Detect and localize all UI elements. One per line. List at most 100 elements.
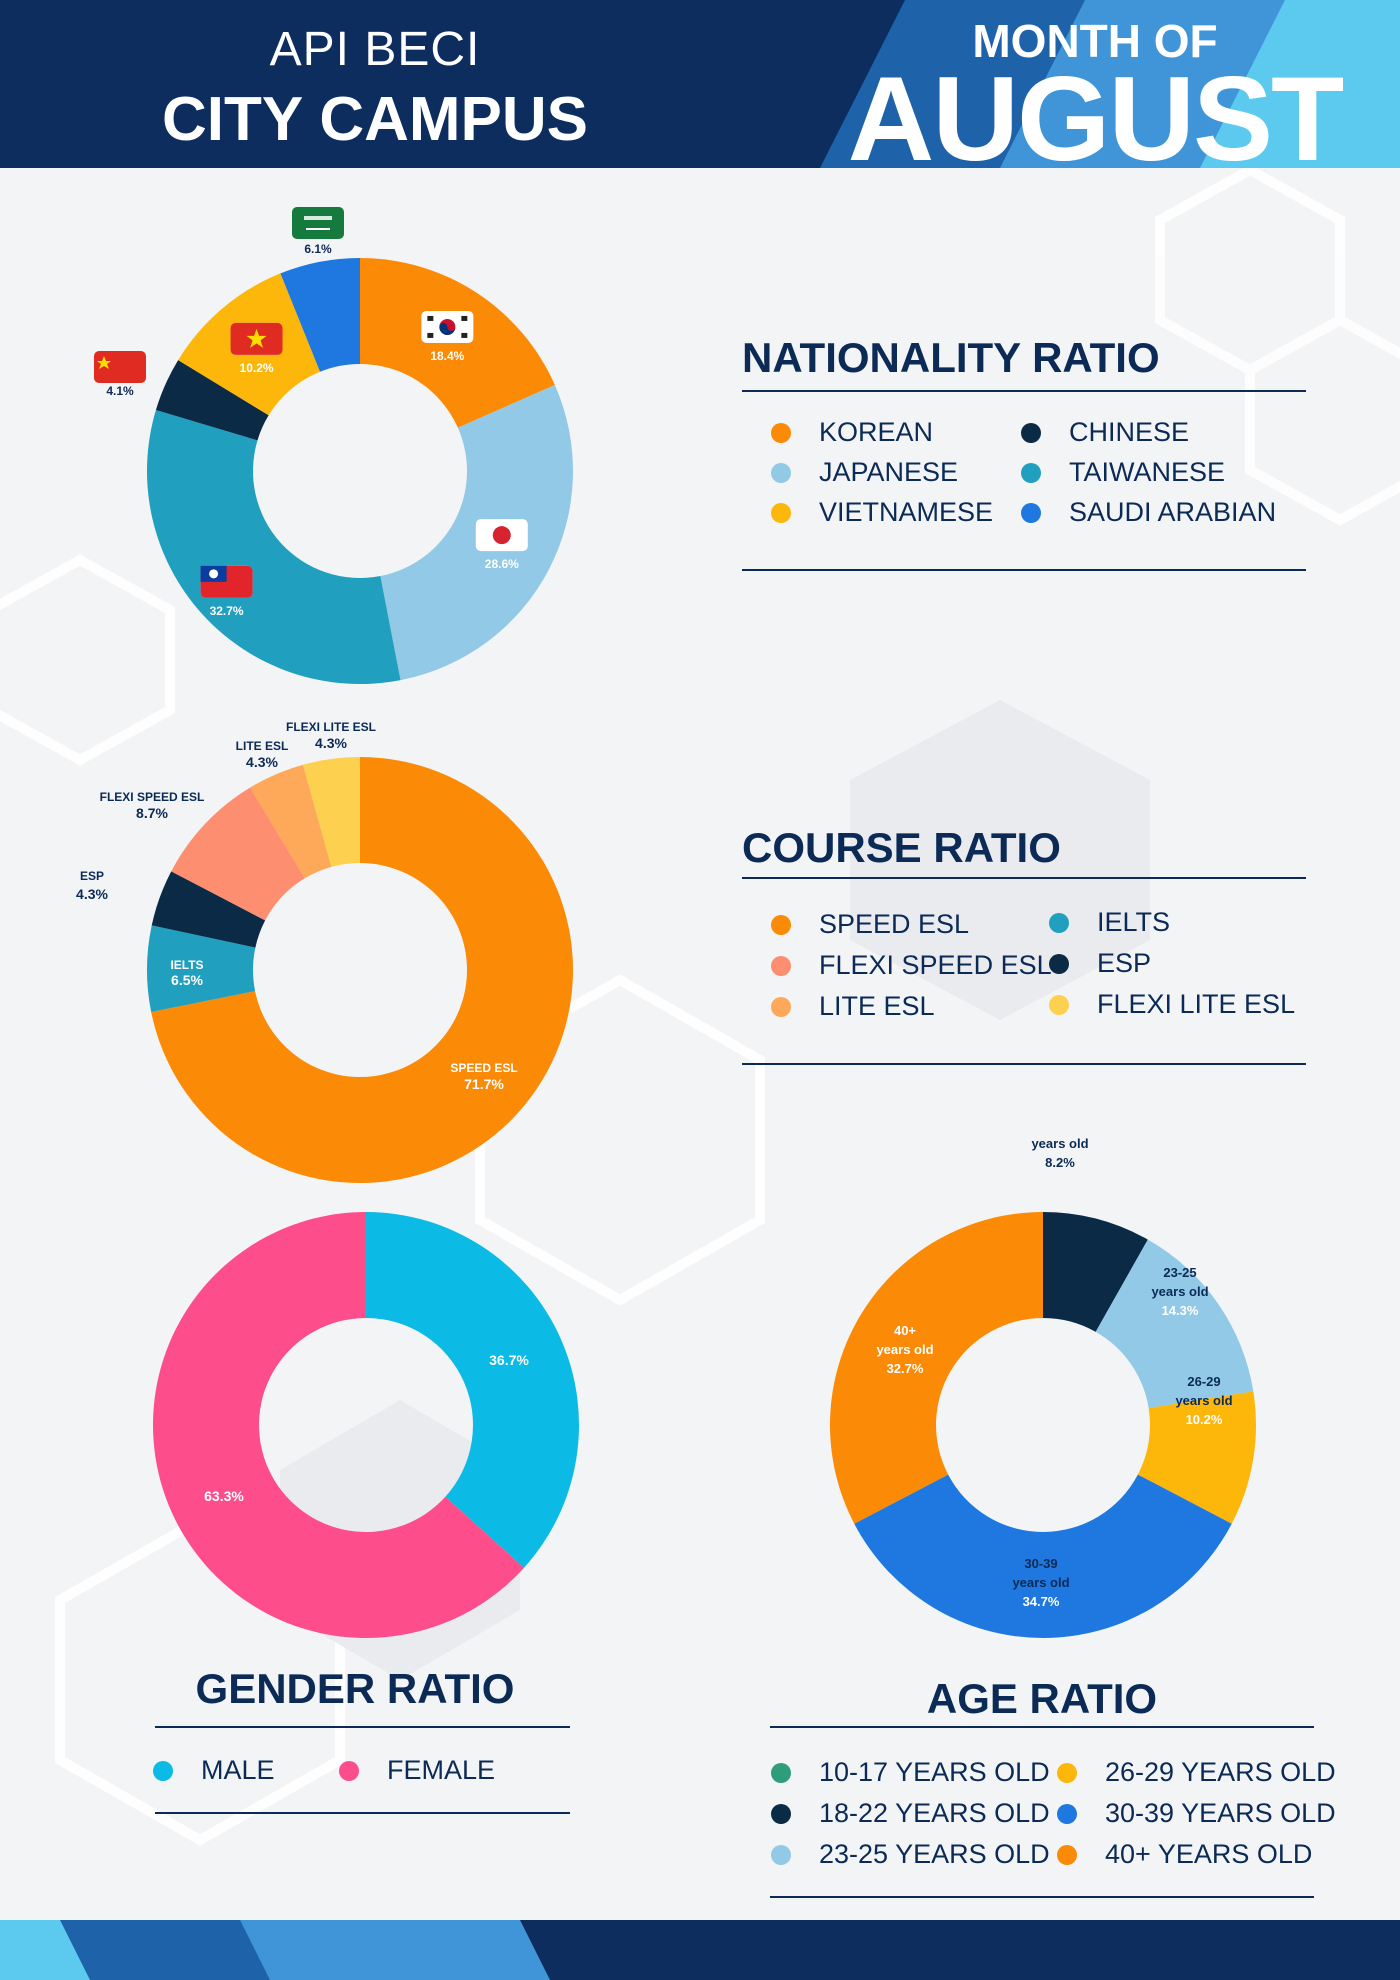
course-slice-lite-esl: [250, 764, 332, 879]
legend-label: TAIWANESE: [1069, 457, 1226, 487]
legend-item-esp: ESP: [1049, 948, 1151, 979]
age-slice-label: 26-29: [1187, 1374, 1220, 1389]
slice-label: 4.3%: [246, 754, 278, 770]
legend-swatch: [1021, 503, 1041, 523]
legend-item-26-29-years-old: 26-29 YEARS OLD: [1057, 1757, 1336, 1788]
legend-swatch: [1049, 954, 1069, 974]
china-flag-icon: [94, 351, 146, 383]
slice-label: 71.7%: [464, 1076, 504, 1092]
legend-item-chinese: CHINESE: [1021, 417, 1189, 448]
slice-label: 10.2%: [240, 361, 274, 375]
taiwan-flag-icon: [200, 565, 253, 598]
legend-swatch: [1057, 1763, 1077, 1783]
age-legend-rule: [770, 1896, 1314, 1898]
gender-slice-female: [153, 1212, 524, 1638]
slice-label: 6.5%: [171, 972, 203, 988]
korea-flag-icon: [421, 310, 474, 343]
legend-label: FEMALE: [387, 1755, 496, 1785]
legend-item-10-17-years-old: 10-17 YEARS OLD: [771, 1757, 1050, 1788]
slice-name-label: FLEXI SPEED ESL: [100, 790, 205, 804]
nationality-section-title: NATIONALITY RATIO: [742, 334, 1160, 381]
course-section-title: COURSE RATIO: [742, 824, 1061, 871]
age-donut-chart: 18-22 years old 8.2% 23-25 years old 14.3% 26-…: [830, 1130, 1256, 1638]
age-slice-30-39: [854, 1474, 1232, 1638]
legend-swatch: [771, 915, 791, 935]
legend-item-taiwanese: TAIWANESE: [1021, 457, 1225, 488]
nationality-slice-saudi-arabian: [280, 258, 360, 372]
legend-item-flexi-speed-esl: FLEXI SPEED ESL: [771, 950, 1052, 981]
age-slice-label: 40+: [894, 1323, 916, 1338]
header-banner: API BECI CITY CAMPUS MONTH OF AUGUST: [0, 0, 1400, 168]
age-slice-label: 18-22: [1043, 1130, 1076, 1132]
legend-swatch: [1057, 1845, 1077, 1865]
legend-label: IELTS: [1097, 907, 1171, 937]
age-slice-label: 30-39: [1024, 1556, 1057, 1571]
age-slice-label: 32.7%: [887, 1361, 924, 1376]
legend-label: ESP: [1097, 948, 1152, 978]
legend-label: 30-39 YEARS OLD: [1105, 1798, 1336, 1828]
slice-name-label: LITE ESL: [236, 739, 289, 753]
slice-label-male: 36.7%: [489, 1352, 529, 1368]
course-slice-esp: [151, 871, 266, 948]
legend-label: KOREAN: [819, 417, 934, 447]
age-slice-40-: [830, 1212, 1043, 1524]
vietnam-flag-icon: [230, 322, 283, 355]
gender-title-rule: [155, 1726, 570, 1728]
legend-label: 18-22 YEARS OLD: [819, 1798, 1050, 1828]
legend-swatch: [771, 463, 791, 483]
slice-label: 6.1%: [304, 242, 332, 256]
legend-label: 40+ YEARS OLD: [1105, 1839, 1313, 1869]
age-slice-label: 14.3%: [1162, 1303, 1199, 1318]
legend-label: FLEXI SPEED ESL: [819, 950, 1052, 980]
course-legend-rule: [742, 1063, 1306, 1065]
month-label: MONTH OF: [972, 15, 1218, 67]
course-slice-flexi-speed-esl: [171, 787, 305, 921]
gender-slice-male: [366, 1212, 580, 1568]
legend-item-18-22-years-old: 18-22 YEARS OLD: [771, 1798, 1050, 1829]
course-slice-ielts: [147, 925, 256, 1012]
legend-item-korean: KOREAN: [771, 417, 933, 448]
legend-swatch: [771, 997, 791, 1017]
legend-swatch: [771, 423, 791, 443]
age-slice-26-29: [1137, 1391, 1256, 1524]
legend-swatch: [1049, 995, 1069, 1015]
legend-swatch: [771, 1845, 791, 1865]
age-slice-label: years old: [1012, 1575, 1069, 1590]
saudi-flag-icon: [292, 207, 344, 239]
legend-item-30-39-years-old: 30-39 YEARS OLD: [1057, 1798, 1336, 1829]
campus-name-line2: CITY CAMPUS: [161, 85, 588, 154]
legend-item-japanese: JAPANESE: [771, 457, 958, 488]
legend-label: LITE ESL: [819, 991, 935, 1021]
course-slice-speed-esl: [151, 757, 573, 1183]
legend-item-vietnamese: VIETNAMESE: [771, 497, 993, 528]
legend-label: SAUDI ARABIAN: [1069, 497, 1277, 527]
age-slice-label: years old: [1031, 1136, 1088, 1151]
age-slice-label: 23-25: [1163, 1265, 1196, 1280]
legend-item-male: MALE: [153, 1755, 275, 1786]
campus-name-line1: API BECI: [269, 23, 481, 76]
legend-label: VIETNAMESE: [819, 497, 994, 527]
legend-item-saudi-arabian: SAUDI ARABIAN: [1021, 497, 1276, 528]
course-slice-flexi-lite-esl: [303, 757, 360, 867]
legend-label: 10-17 YEARS OLD: [819, 1757, 1050, 1787]
age-slice-18-22: [1043, 1212, 1148, 1332]
age-slice-label: years old: [1175, 1393, 1232, 1408]
legend-label: JAPANESE: [819, 457, 959, 487]
slice-label: 18.4%: [430, 349, 464, 363]
slice-label-female: 63.3%: [204, 1488, 244, 1504]
slice-label: 32.7%: [210, 604, 244, 618]
age-section-title: AGE RATIO: [926, 1675, 1158, 1722]
legend-label: MALE: [201, 1755, 275, 1785]
month-name: AUGUST: [847, 52, 1345, 168]
footer-banner: [0, 1920, 1400, 1980]
legend-swatch: [1057, 1804, 1077, 1824]
legend-label: CHINESE: [1069, 417, 1190, 447]
age-slice-label: years old: [876, 1342, 933, 1357]
slice-name-label: SPEED ESL: [450, 1061, 517, 1075]
legend-item-ielts: IELTS: [1049, 907, 1170, 938]
legend-swatch: [771, 956, 791, 976]
legend-swatch: [339, 1761, 359, 1781]
legend-item-flexi-lite-esl: FLEXI LITE ESL: [1049, 989, 1295, 1020]
slice-label: 28.6%: [485, 557, 519, 571]
